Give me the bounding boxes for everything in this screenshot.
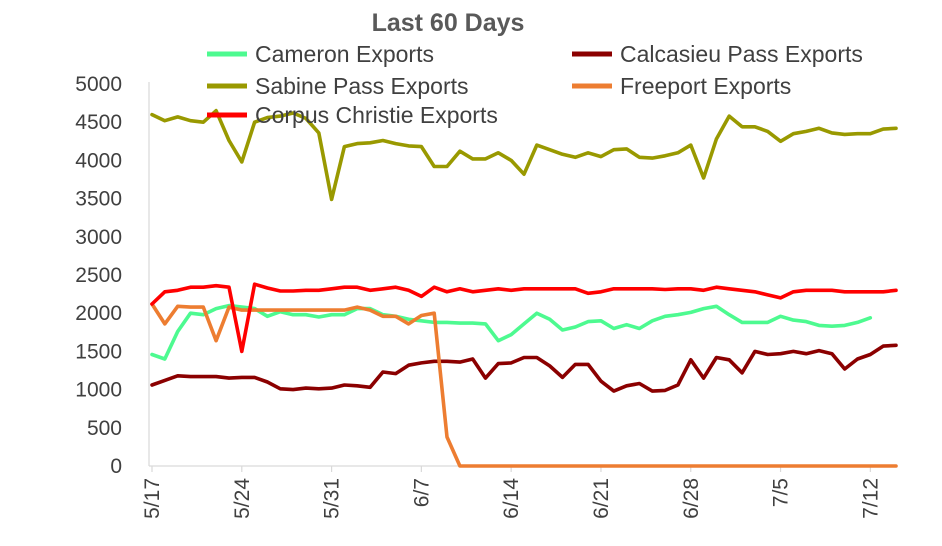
legend-entry: Freeport Exports	[572, 73, 791, 99]
series-layer	[150, 108, 898, 468]
y-tick-label: 2000	[75, 302, 122, 325]
x-tick-label: 5/31	[321, 478, 344, 519]
chart-title: Last 60 Days	[372, 9, 525, 37]
series-line-calcasieu-pass-exports	[150, 343, 898, 393]
x-tick-label: 6/14	[500, 478, 523, 519]
series-line-freeport-exports	[150, 302, 898, 468]
x-tick-label: 5/24	[231, 478, 254, 519]
series-line-cameron-exports	[150, 303, 873, 361]
series-line-corpus-christie-exports	[150, 282, 898, 354]
y-tick-label: 3000	[75, 226, 122, 249]
y-tick-label: 1500	[75, 340, 122, 363]
y-tick-label: 2500	[75, 264, 122, 287]
legend-entry: Sabine Pass Exports	[207, 73, 469, 99]
legend-label: Freeport Exports	[620, 73, 791, 99]
y-tick-label: 500	[87, 417, 122, 440]
y-axis-tick-labels: 0 500 1000 1500 2000 2500 3000 3500 4000 4500 5000	[75, 73, 122, 478]
x-tick-label: 6/28	[680, 478, 703, 519]
x-tick-label: 7/5	[770, 478, 793, 507]
y-tick-label: 0	[110, 455, 122, 478]
y-tick-label: 5000	[75, 73, 122, 96]
x-tick-label: 5/17	[141, 478, 164, 519]
legend-label: Calcasieu Pass Exports	[620, 41, 863, 67]
legend-label: Sabine Pass Exports	[255, 73, 469, 99]
legend-entry: Corpus Christie Exports	[207, 102, 498, 128]
x-tick-label: 6/21	[590, 478, 613, 519]
x-axis-tick-labels: 5/17 5/24 5/31 6/7 6/14 6/21 6/28 7/5 7/12	[141, 478, 882, 519]
y-tick-label: 4000	[75, 149, 122, 172]
y-tick-label: 4500	[75, 111, 122, 134]
legend: Cameron Exports Calcasieu Pass Exports Sab…	[207, 41, 863, 128]
legend-entry: Cameron Exports	[207, 41, 434, 67]
y-tick-label: 3500	[75, 188, 122, 211]
legend-label: Corpus Christie Exports	[255, 102, 498, 128]
legend-entry: Calcasieu Pass Exports	[572, 41, 863, 67]
x-tick-label: 6/7	[410, 478, 433, 507]
x-tick-label: 7/12	[859, 478, 882, 519]
legend-label: Cameron Exports	[255, 41, 434, 67]
y-tick-label: 1000	[75, 379, 122, 402]
series-line-sabine-pass-exports	[150, 108, 898, 202]
